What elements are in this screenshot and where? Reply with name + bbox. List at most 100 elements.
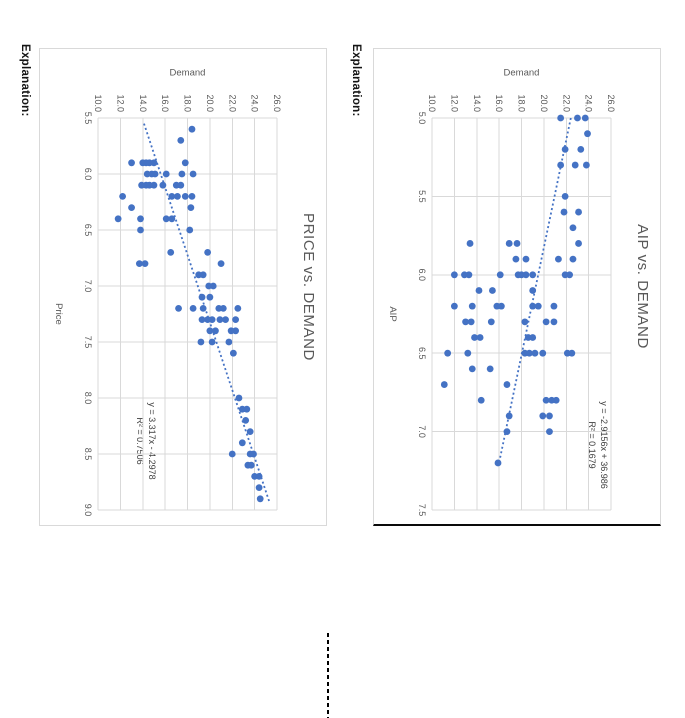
data-point bbox=[568, 349, 576, 357]
data-point bbox=[450, 271, 458, 279]
x-tick-label: 8.5 bbox=[83, 448, 93, 461]
x-tick-label: 5.5 bbox=[83, 112, 93, 125]
data-point bbox=[150, 181, 158, 189]
data-point bbox=[235, 394, 243, 402]
data-point bbox=[178, 170, 186, 178]
data-point bbox=[529, 334, 537, 341]
data-point bbox=[468, 302, 476, 310]
data-point bbox=[486, 365, 494, 373]
data-point bbox=[546, 412, 553, 420]
x-tick-label: 5.5 bbox=[417, 190, 427, 203]
data-point bbox=[232, 327, 240, 335]
data-point bbox=[487, 318, 495, 326]
data-point bbox=[505, 240, 513, 247]
data-point bbox=[209, 282, 217, 290]
data-point bbox=[247, 461, 255, 469]
data-point bbox=[197, 338, 205, 346]
data-point bbox=[212, 327, 219, 335]
explanation-label-aip-chart: Explanation: bbox=[350, 44, 362, 117]
data-point bbox=[571, 161, 579, 169]
data-point bbox=[550, 302, 558, 310]
data-point bbox=[557, 161, 565, 169]
x-tick-label: 6.0 bbox=[417, 269, 427, 282]
y-tick-label: 24.0 bbox=[250, 94, 260, 112]
data-point bbox=[208, 316, 216, 324]
data-point bbox=[561, 145, 569, 153]
data-point bbox=[440, 381, 448, 388]
data-point bbox=[198, 293, 206, 301]
y-tick-label: 18.0 bbox=[183, 94, 193, 112]
data-point bbox=[150, 159, 158, 167]
data-point bbox=[494, 459, 502, 467]
y-tick-label: 12.0 bbox=[115, 94, 125, 112]
page-break-dashed-line bbox=[327, 633, 329, 718]
data-point bbox=[569, 224, 577, 232]
data-point bbox=[208, 338, 216, 346]
x-tick-label: 5.0 bbox=[417, 112, 427, 125]
data-point bbox=[569, 255, 577, 263]
data-point bbox=[189, 170, 197, 178]
data-point bbox=[181, 159, 189, 167]
data-point bbox=[162, 215, 170, 223]
data-point bbox=[489, 287, 496, 294]
data-point bbox=[246, 428, 254, 436]
data-point bbox=[529, 302, 537, 310]
data-point bbox=[199, 305, 207, 312]
price-demand-chart-area: PRICE vs. DEMAND Demand Price y = 3.317x… bbox=[39, 48, 327, 526]
data-point bbox=[529, 271, 537, 279]
data-point bbox=[467, 318, 475, 326]
trendline bbox=[143, 123, 270, 502]
data-point bbox=[444, 349, 452, 357]
data-point bbox=[471, 334, 478, 341]
x-tick-label: 6.5 bbox=[83, 224, 93, 237]
data-point bbox=[206, 327, 214, 335]
x-tick-label: 7.0 bbox=[417, 425, 427, 438]
x-tick-label: 7.0 bbox=[83, 280, 93, 293]
data-point bbox=[465, 271, 473, 279]
gridlines bbox=[431, 117, 612, 511]
data-point bbox=[521, 318, 529, 326]
data-point bbox=[542, 318, 550, 326]
data-point bbox=[525, 349, 533, 357]
price-demand-chart[interactable]: PRICE vs. DEMAND Demand Price y = 3.317x… bbox=[39, 48, 327, 526]
data-point bbox=[464, 349, 472, 357]
data-point bbox=[234, 305, 242, 312]
data-point bbox=[529, 287, 537, 294]
y-tick-label: 26.0 bbox=[606, 94, 616, 112]
data-point bbox=[566, 271, 574, 279]
data-point bbox=[177, 181, 185, 189]
y-tick-label: 22.0 bbox=[227, 94, 237, 112]
data-point bbox=[151, 170, 159, 178]
data-point bbox=[539, 412, 547, 420]
data-point bbox=[167, 249, 175, 256]
data-point bbox=[137, 226, 144, 234]
data-point bbox=[450, 302, 458, 310]
data-point bbox=[512, 255, 520, 263]
data-point bbox=[539, 349, 547, 357]
data-point bbox=[188, 125, 196, 133]
aip-demand-chart[interactable]: AIP vs. DEMAND Demand AIP y = -2.9156x +… bbox=[373, 48, 661, 526]
data-point bbox=[574, 114, 581, 122]
y-tick-label: 10.0 bbox=[93, 94, 103, 112]
data-point bbox=[135, 260, 143, 268]
data-point bbox=[204, 249, 212, 256]
data-point bbox=[232, 316, 240, 324]
data-point bbox=[496, 271, 504, 279]
data-point bbox=[229, 349, 237, 357]
data-point bbox=[137, 215, 144, 223]
data-point bbox=[199, 271, 207, 279]
data-point bbox=[557, 114, 565, 122]
data-point bbox=[243, 405, 251, 413]
data-point bbox=[181, 193, 189, 200]
y-tick-label: 18.0 bbox=[517, 94, 527, 112]
data-point bbox=[546, 428, 553, 436]
data-point bbox=[225, 338, 233, 346]
x-tick-label: 6.5 bbox=[417, 347, 427, 360]
data-point bbox=[228, 450, 236, 458]
data-point bbox=[497, 302, 505, 310]
y-tick-label: 20.0 bbox=[539, 94, 549, 112]
y-tick-label: 22.0 bbox=[561, 94, 571, 112]
data-point bbox=[550, 318, 558, 326]
data-point bbox=[466, 240, 474, 247]
data-point bbox=[531, 349, 539, 357]
